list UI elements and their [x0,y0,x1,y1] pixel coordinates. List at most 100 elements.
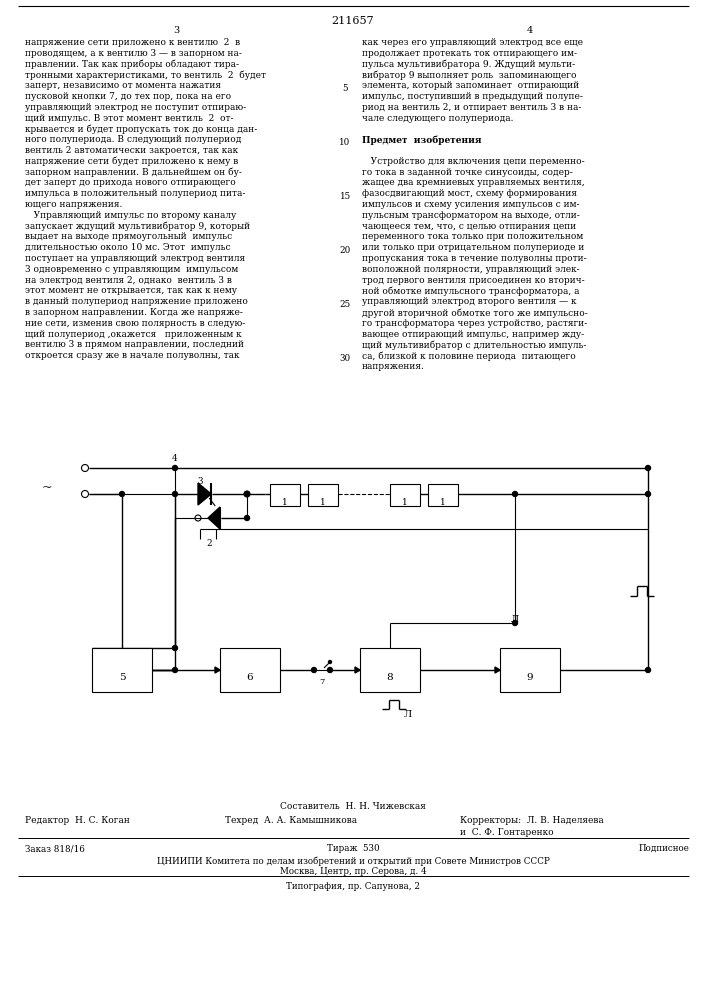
Text: Л: Л [404,710,412,719]
Text: 5: 5 [342,84,348,93]
Text: на электрод вентиля 2, однако  вентиль 3 в: на электрод вентиля 2, однако вентиль 3 … [25,276,232,285]
Text: длительностью около 10 мс. Этот  импульс: длительностью около 10 мс. Этот импульс [25,243,230,252]
Text: щий полупериод ,окажется   приложенным к: щий полупериод ,окажется приложенным к [25,330,242,339]
Text: Устройство для включения цепи переменно-: Устройство для включения цепи переменно- [362,157,585,166]
Text: 8: 8 [387,673,393,682]
Circle shape [645,466,650,471]
Text: Л: Л [511,615,519,624]
Text: тронными характеристиками, то вентиль  2  будет: тронными характеристиками, то вентиль 2 … [25,70,266,80]
Text: 3 одновременно с управляющим  импульсом: 3 одновременно с управляющим импульсом [25,265,238,274]
Bar [92,648,152,692]
Text: 30: 30 [339,354,351,363]
Text: ЦНИИПИ Комитета по делам изобретений и открытий при Совете Министров СССР: ЦНИИПИ Комитета по делам изобретений и о… [157,856,549,865]
Text: го тока в заданной точке синусоиды, содер-: го тока в заданной точке синусоиды, соде… [362,168,573,177]
Bar [220,648,280,692]
Text: го трансформатора через устройство, растяги-: го трансформатора через устройство, раст… [362,319,588,328]
Text: в данный полупериод напряжение приложено: в данный полупериод напряжение приложено [25,297,248,306]
Text: заперт, независимо от момента нажатия: заперт, независимо от момента нажатия [25,81,221,90]
Polygon shape [215,667,220,673]
Circle shape [119,491,124,496]
Text: вентиль 2 автоматически закроется, так как: вентиль 2 автоматически закроется, так к… [25,146,238,155]
Text: риод на вентиль 2, и отпирает вентиль 3 в на-: риод на вентиль 2, и отпирает вентиль 3 … [362,103,581,112]
Text: ного полупериода. В следующий полупериод: ного полупериода. В следующий полупериод [25,135,241,144]
Text: Составитель  Н. Н. Чижевская: Составитель Н. Н. Чижевская [280,802,426,811]
Polygon shape [355,667,360,673]
Polygon shape [208,507,220,529]
Circle shape [173,668,177,672]
Text: Москва, Центр, пр. Серова, д. 4: Москва, Центр, пр. Серова, д. 4 [280,867,426,876]
Text: в запорном направлении. Когда же напряже-: в запорном направлении. Когда же напряже… [25,308,243,317]
Text: 3: 3 [197,477,203,486]
Text: дет заперт до прихода нового отпирающего: дет заперт до прихода нового отпирающего [25,178,235,187]
Text: крывается и будет пропускать ток до конца дан-: крывается и будет пропускать ток до конц… [25,124,257,134]
Text: 6: 6 [247,673,253,682]
Text: фазосдвигающий мост, схему формирования: фазосдвигающий мост, схему формирования [362,189,577,198]
Text: пусковой кнопки 7, до тех пор, пока на его: пусковой кнопки 7, до тех пор, пока на е… [25,92,231,101]
Text: 25: 25 [339,300,351,309]
Text: откроется сразу же в начале полуволны, так: откроется сразу же в начале полуволны, т… [25,351,240,360]
Text: элемента, который запоминает  отпирающий: элемента, который запоминает отпирающий [362,81,579,90]
Text: правлении. Так как приборы обладают тира-: правлении. Так как приборы обладают тира… [25,60,239,69]
Text: 1: 1 [320,498,326,507]
Text: импульсов и схему усиления импульсов с им-: импульсов и схему усиления импульсов с и… [362,200,580,209]
Text: са, близкой к половине периода  питающего: са, близкой к половине периода питающего [362,351,575,361]
Text: вающее отпирающий импульс, например жду-: вающее отпирающий импульс, например жду- [362,330,584,339]
Bar [390,484,420,506]
Text: 2: 2 [206,539,211,548]
Circle shape [173,646,177,650]
Text: Управляющий импульс по второму каналу: Управляющий импульс по второму каналу [25,211,236,220]
Bar [270,484,300,506]
Text: проводящем, а к вентилю 3 — в запорном на-: проводящем, а к вентилю 3 — в запорном н… [25,49,242,58]
Text: ~: ~ [42,482,52,494]
Text: 15: 15 [339,192,351,201]
Text: поступает на управляющий электрод вентиля: поступает на управляющий электрод вентил… [25,254,245,263]
Circle shape [645,668,650,672]
Text: управляющий электрод не поступит отпираю-: управляющий электрод не поступит отпираю… [25,103,246,112]
Bar [308,484,338,506]
Text: воположной полярности, управляющий элек-: воположной полярности, управляющий элек- [362,265,580,274]
Text: Корректоры:  Л. В. Наделяева: Корректоры: Л. В. Наделяева [460,816,604,825]
Text: вентилю 3 в прямом направлении, последний: вентилю 3 в прямом направлении, последни… [25,340,244,349]
Text: 20: 20 [339,246,351,255]
Text: чающееся тем, что, с целью отпирания цепи: чающееся тем, что, с целью отпирания цеп… [362,222,576,231]
Text: пульсным трансформатором на выходе, отли-: пульсным трансформатором на выходе, отли… [362,211,580,220]
Text: Редактор  Н. С. Коган: Редактор Н. С. Коган [25,816,130,825]
Text: Типография, пр. Сапунова, 2: Типография, пр. Сапунова, 2 [286,882,420,891]
Circle shape [173,491,177,496]
Text: импульса в положительный полупериод пита-: импульса в положительный полупериод пита… [25,189,245,198]
Circle shape [327,668,332,672]
Text: жащее два кремниевых управляемых вентиля,: жащее два кремниевых управляемых вентиля… [362,178,585,187]
Text: другой вторичной обмотке того же импульсно-: другой вторичной обмотке того же импульс… [362,308,588,318]
Circle shape [245,491,250,496]
Text: 9: 9 [527,673,533,682]
Text: импульс, поступивший в предыдущий полупе-: импульс, поступивший в предыдущий полупе… [362,92,583,101]
Bar [360,648,420,692]
Text: Заказ 818/16: Заказ 818/16 [25,844,85,853]
Text: как через его управляющий электрод все еще: как через его управляющий электрод все е… [362,38,583,47]
Text: 4: 4 [527,26,533,35]
Text: 211657: 211657 [332,16,374,26]
Polygon shape [198,483,211,505]
Text: напряжение сети будет приложено к нему в: напряжение сети будет приложено к нему в [25,157,238,166]
Circle shape [645,491,650,496]
Text: пропускания тока в течение полуволны проти-: пропускания тока в течение полуволны про… [362,254,587,263]
Text: 5: 5 [119,673,125,682]
Text: вибратор 9 выполняет роль  запоминающего: вибратор 9 выполняет роль запоминающего [362,70,576,80]
Circle shape [513,491,518,496]
Circle shape [245,516,250,520]
Text: пульса мультивибратора 9. Ждущий мульти-: пульса мультивибратора 9. Ждущий мульти- [362,60,575,69]
Text: напряжения.: напряжения. [362,362,425,371]
Text: этот момент не открывается, так как к нему: этот момент не открывается, так как к не… [25,286,237,295]
Text: Предмет  изобретения: Предмет изобретения [362,135,481,145]
Text: продолжает протекать ток отпирающего им-: продолжает протекать ток отпирающего им- [362,49,577,58]
Text: ние сети, изменив свою полярность в следую-: ние сети, изменив свою полярность в след… [25,319,245,328]
Text: 10: 10 [339,138,351,147]
Text: 4: 4 [172,454,178,463]
Text: 1: 1 [402,498,408,507]
Text: переменного тока только при положительном: переменного тока только при положительно… [362,232,583,241]
Text: трод первого вентиля присоединен ко вторич-: трод первого вентиля присоединен ко втор… [362,276,585,285]
Text: запорном направлении. В дальнейшем он бу-: запорном направлении. В дальнейшем он бу… [25,168,242,177]
Bar [500,648,560,692]
Text: 3: 3 [173,26,179,35]
Text: щий импульс. В этот момент вентиль  2  от-: щий импульс. В этот момент вентиль 2 от- [25,114,233,123]
